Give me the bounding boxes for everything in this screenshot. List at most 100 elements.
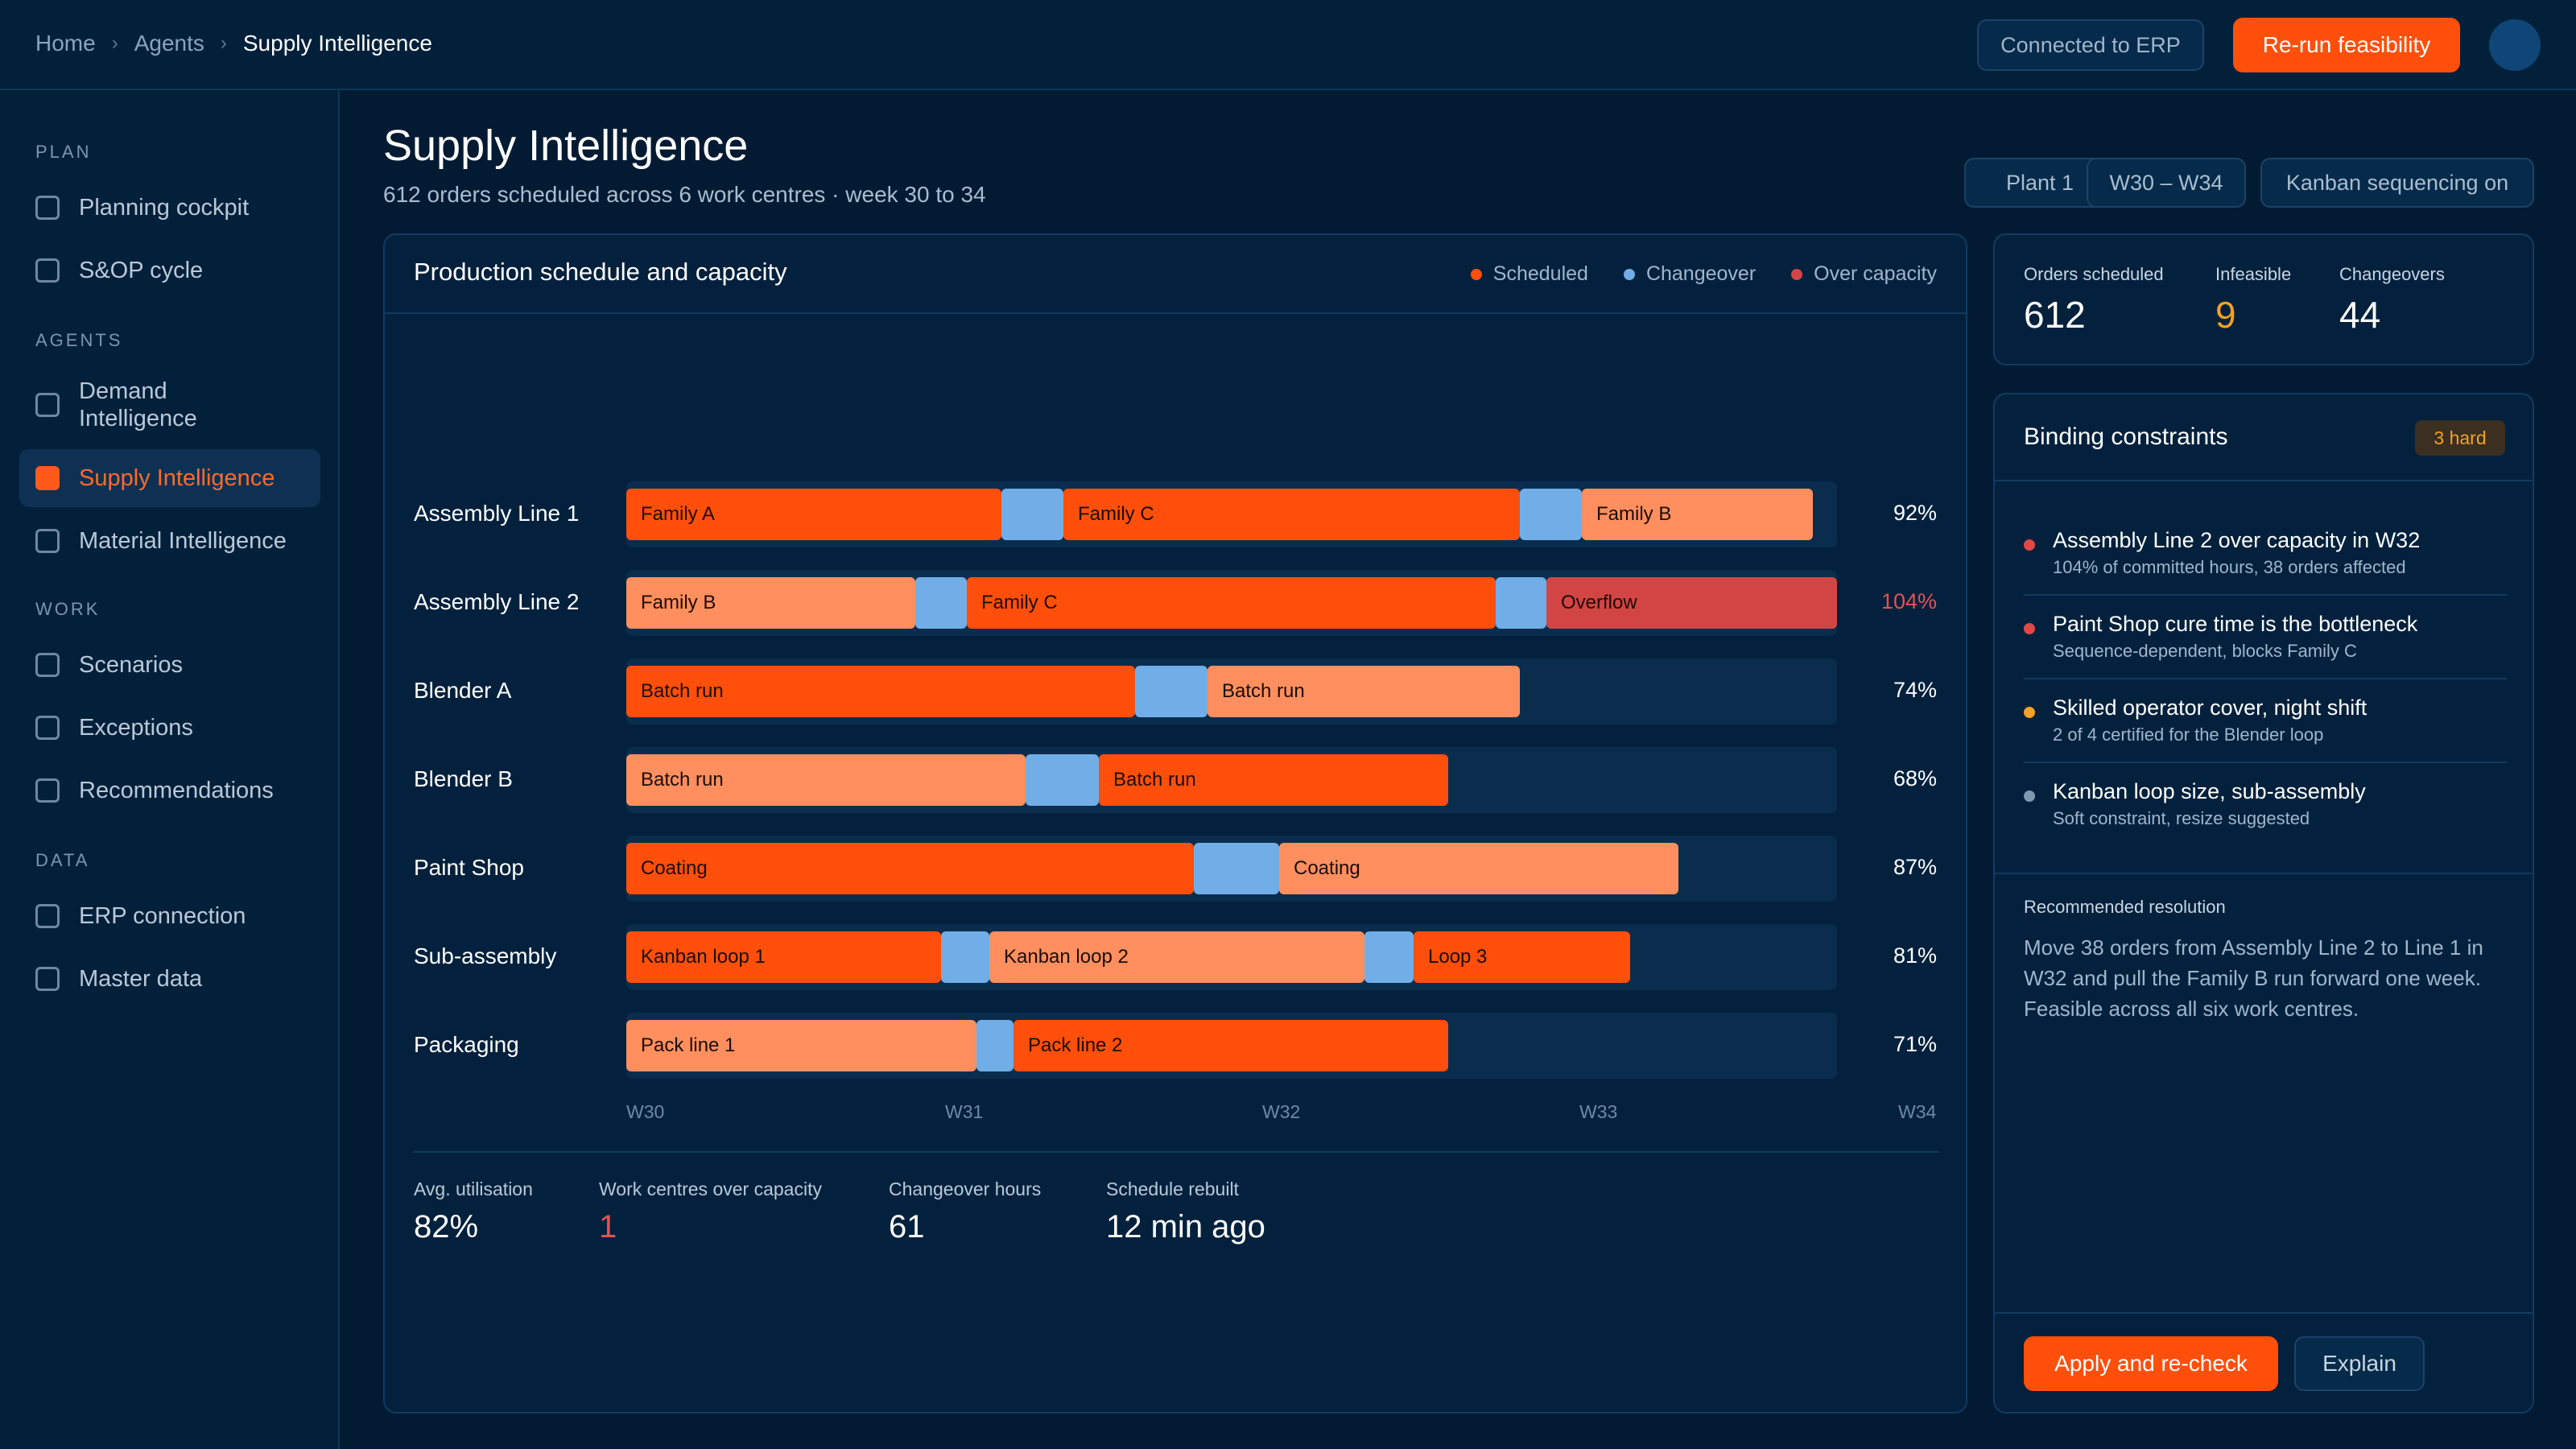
stat-label-changeover-hours: Changeover hours: [889, 1179, 1042, 1199]
kpi-value-changeovers: 44: [2339, 294, 2381, 336]
work-centre-label: Assembly Line 1: [414, 501, 580, 526]
scheduled-block[interactable]: Family C: [967, 577, 1496, 629]
divider: [414, 1151, 1938, 1153]
sidebar-item-label: Master data: [79, 965, 203, 992]
sidebar-item-master-data[interactable]: Master data: [19, 950, 320, 1008]
legend-item-scheduled: Scheduled: [1470, 262, 1588, 286]
capacity-track: Coating Coating: [626, 836, 1837, 902]
legend-dot-icon: [1791, 268, 1803, 280]
legend-item-changeover: Changeover: [1623, 262, 1757, 286]
changeover-block[interactable]: [976, 1020, 1013, 1071]
page-subtitle: 612 orders scheduled across 6 work centr…: [383, 182, 986, 207]
stat-label-avg-utilisation: Avg. utilisation: [414, 1179, 533, 1199]
apply-and-recheck-button[interactable]: Apply and re-check: [2024, 1336, 2278, 1391]
scheduled-block[interactable]: Family B: [1582, 489, 1813, 540]
legend-item-over-capacity: Over capacity: [1791, 262, 1937, 286]
sidebar-item-supply-intelligence[interactable]: Supply Intelligence: [19, 449, 320, 507]
stat-value-over-capacity: 1: [599, 1209, 617, 1245]
stat-value-schedule-rebuilt: 12 min ago: [1106, 1209, 1265, 1245]
constraint-title: Skilled operator cover, night shift: [2053, 696, 2368, 720]
sidebar-item-recommendations[interactable]: Recommendations: [19, 762, 320, 819]
changeover-block[interactable]: [1135, 666, 1208, 717]
changeover-block[interactable]: [941, 931, 989, 983]
divider: [1995, 1312, 2533, 1314]
sidebar-item-exceptions[interactable]: Exceptions: [19, 699, 320, 757]
capacity-track: Family B Family C Overflow: [626, 570, 1837, 636]
scheduled-block[interactable]: Batch run: [626, 666, 1135, 717]
week-label: W30: [626, 1101, 665, 1122]
sidebar-item-label: S&OP cycle: [79, 257, 204, 283]
breadcrumb: Home › Agents › Supply Intelligence: [35, 31, 432, 56]
breadcrumb-separator-icon: ›: [111, 32, 118, 54]
sidebar-item-sop-cycle[interactable]: S&OP cycle: [19, 242, 320, 299]
week-label: W32: [1262, 1101, 1301, 1122]
constraint-detail: Sequence-dependent, blocks Family C: [2053, 641, 2357, 661]
sidebar-item-label: Demand Intelligence: [79, 378, 197, 431]
scheduled-block[interactable]: Kanban loop 2: [989, 931, 1364, 983]
legend-label: Changeover: [1645, 262, 1757, 285]
checkbox-icon: [35, 529, 60, 553]
checkbox-icon: [35, 258, 60, 283]
stat-label-schedule-rebuilt: Schedule rebuilt: [1106, 1179, 1239, 1199]
sidebar-section-data: DATA: [35, 850, 90, 870]
work-centre-label: Paint Shop: [414, 855, 524, 880]
sidebar-item-erp-connection[interactable]: ERP connection: [19, 887, 320, 945]
sidebar: PLAN Planning cockpit S&OP cycle AGENTS …: [0, 90, 340, 1449]
scheduled-block[interactable]: Kanban loop 1: [626, 931, 941, 983]
utilisation-value: 81%: [1893, 943, 1937, 968]
scheduled-block[interactable]: Family B: [626, 577, 915, 629]
utilisation-value: 92%: [1893, 501, 1937, 525]
rerun-feasibility-button[interactable]: Re-run feasibility: [2233, 18, 2460, 72]
stat-value-changeover-hours: 61: [889, 1209, 925, 1245]
sidebar-section-work: WORK: [35, 599, 101, 619]
constraints-title: Binding constraints: [2024, 423, 2228, 450]
sidebar-item-material-intelligence[interactable]: Material Intelligence: [19, 512, 320, 570]
recommendation-text: Move 38 orders from Assembly Line 2 to L…: [2024, 935, 2483, 1021]
breadcrumb-current: Supply Intelligence: [242, 31, 432, 56]
capacity-track: Batch run Batch run: [626, 658, 1837, 724]
changeover-block[interactable]: [915, 577, 967, 629]
changeover-block[interactable]: [1364, 931, 1414, 983]
breadcrumb-agents[interactable]: Agents: [134, 31, 204, 56]
scheduled-block[interactable]: Coating: [626, 843, 1194, 894]
sidebar-item-label: Material Intelligence: [79, 527, 287, 554]
kpi-card: Orders scheduled 612 Infeasible 9 Change…: [1993, 233, 2534, 365]
sidebar-item-planning-cockpit[interactable]: Planning cockpit: [19, 179, 320, 237]
changeover-block[interactable]: [1026, 754, 1099, 806]
sidebar-item-demand-intelligence[interactable]: Demand Intelligence: [19, 369, 320, 441]
changeover-block[interactable]: [1520, 489, 1582, 540]
avatar[interactable]: [2489, 19, 2541, 71]
explain-button[interactable]: Explain: [2294, 1336, 2425, 1391]
kanban-sequencing-chip[interactable]: Kanban sequencing on: [2260, 158, 2534, 208]
week-label: W33: [1579, 1101, 1618, 1122]
utilisation-value: 74%: [1893, 678, 1937, 702]
capacity-track: Batch run Batch run: [626, 747, 1837, 813]
divider: [1995, 480, 2533, 481]
scheduled-block[interactable]: Family A: [626, 489, 1001, 540]
overflow-block[interactable]: Overflow: [1546, 577, 1837, 629]
work-centre-label: Blender B: [414, 766, 513, 791]
top-bar: Home › Agents › Supply Intelligence Conn…: [0, 0, 2576, 90]
constraint-detail: 104% of committed hours, 38 orders affec…: [2053, 557, 2406, 577]
sidebar-item-scenarios[interactable]: Scenarios: [19, 636, 320, 694]
scheduled-block[interactable]: Batch run: [1208, 666, 1520, 717]
breadcrumb-home[interactable]: Home: [35, 31, 96, 56]
status-dot-icon: [2024, 623, 2035, 634]
checkbox-icon: [35, 196, 60, 220]
kpi-label-orders-scheduled: Orders scheduled: [2024, 264, 2164, 284]
kpi-label-changeovers: Changeovers: [2339, 264, 2445, 284]
scheduled-block[interactable]: Loop 3: [1414, 931, 1630, 983]
scheduled-block[interactable]: Pack line 2: [1013, 1020, 1448, 1071]
week-range-chip[interactable]: W30 – W34: [2087, 158, 2246, 208]
changeover-block[interactable]: [1001, 489, 1063, 540]
erp-status-badge[interactable]: Connected to ERP: [1977, 19, 2204, 71]
changeover-block[interactable]: [1194, 843, 1279, 894]
scheduled-block[interactable]: Family C: [1063, 489, 1520, 540]
scheduled-block[interactable]: Batch run: [626, 754, 1026, 806]
changeover-block[interactable]: [1496, 577, 1546, 629]
scheduled-block[interactable]: Batch run: [1099, 754, 1448, 806]
scheduled-block[interactable]: Coating: [1279, 843, 1678, 894]
scheduled-block[interactable]: Pack line 1: [626, 1020, 976, 1071]
checkbox-icon: [35, 778, 60, 803]
week-label: W31: [945, 1101, 984, 1122]
